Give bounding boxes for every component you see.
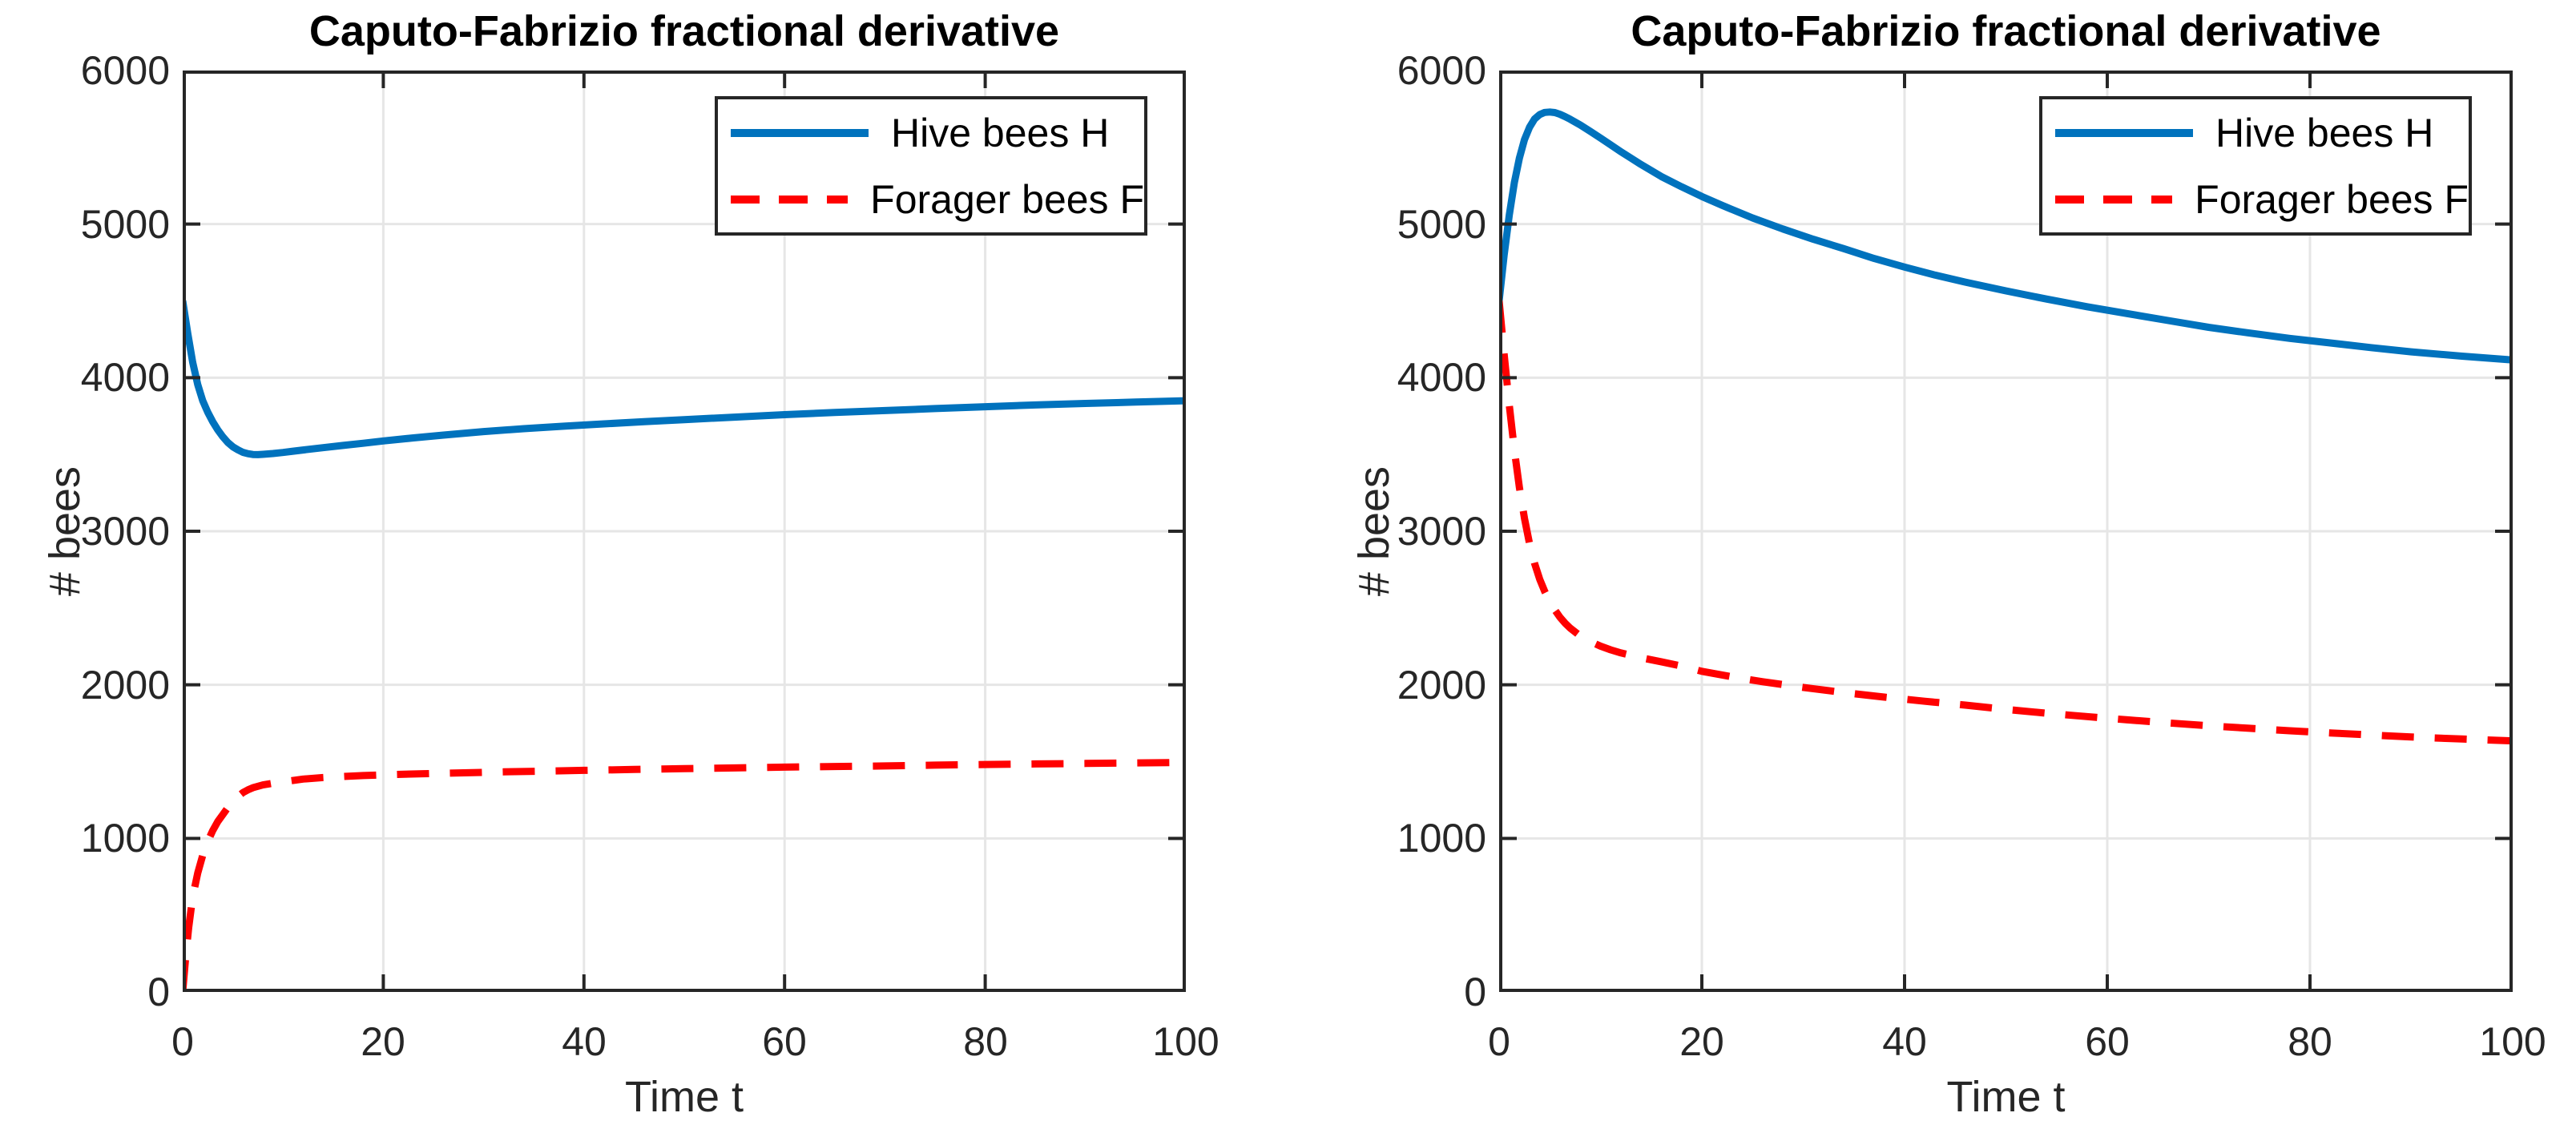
legend-item: Hive bees H <box>2055 99 2469 166</box>
y-tick-label: 0 <box>147 970 170 1014</box>
x-tick-label: 20 <box>361 1019 405 1064</box>
y-tick-label: 0 <box>1464 970 1486 1014</box>
legend-item: Forager bees F <box>2055 166 2469 232</box>
x-tick-label: 100 <box>2479 1019 2546 1064</box>
legend-line-dashed <box>2055 195 2173 204</box>
legend-line-solid <box>731 128 869 137</box>
x-tick-label: 80 <box>963 1019 1008 1064</box>
legend-left: Hive bees H Forager bees F <box>715 96 1147 236</box>
y-tick-label: 2000 <box>80 663 170 708</box>
x-tick-label: 60 <box>762 1019 807 1064</box>
y-tick-label: 4000 <box>80 355 170 400</box>
legend-label: Hive bees H <box>2215 110 2434 155</box>
legend-item: Forager bees F <box>731 166 1144 232</box>
x-axis-label-right: Time t <box>1946 1073 2066 1121</box>
y-tick-label: 5000 <box>80 202 170 247</box>
legend-line-dashed <box>731 195 849 204</box>
x-tick-label: 40 <box>1882 1019 1927 1064</box>
x-tick-label: 100 <box>1152 1019 1219 1064</box>
legend-line-solid <box>2055 128 2193 137</box>
y-tick-label: 6000 <box>80 48 170 93</box>
legend-label: Forager bees F <box>870 176 1144 222</box>
legend-item: Hive bees H <box>731 99 1144 166</box>
x-tick-label: 80 <box>2288 1019 2332 1064</box>
x-axis-label-left: Time t <box>625 1073 744 1121</box>
legend-label: Forager bees F <box>2195 176 2469 222</box>
x-tick-label: 0 <box>171 1019 194 1064</box>
y-tick-label: 3000 <box>1397 509 1486 554</box>
y-tick-label: 6000 <box>1397 48 1486 93</box>
y-tick-label: 2000 <box>1397 663 1486 708</box>
x-tick-label: 40 <box>562 1019 607 1064</box>
chart-title-left: Caputo-Fabrizio fractional derivative <box>308 7 1060 55</box>
y-tick-label: 4000 <box>1397 355 1486 400</box>
legend-label: Hive bees H <box>891 110 1110 155</box>
legend-right: Hive bees H Forager bees F <box>2039 96 2472 236</box>
x-tick-label: 20 <box>1679 1019 1724 1064</box>
y-tick-label: 1000 <box>80 816 170 861</box>
y-tick-label: 1000 <box>1397 816 1486 861</box>
y-tick-label: 3000 <box>80 509 170 554</box>
chart-title-right: Caputo-Fabrizio fractional derivative <box>1631 7 2381 55</box>
x-tick-label: 0 <box>1488 1019 1510 1064</box>
y-tick-label: 5000 <box>1397 202 1486 247</box>
x-tick-label: 60 <box>2085 1019 2130 1064</box>
